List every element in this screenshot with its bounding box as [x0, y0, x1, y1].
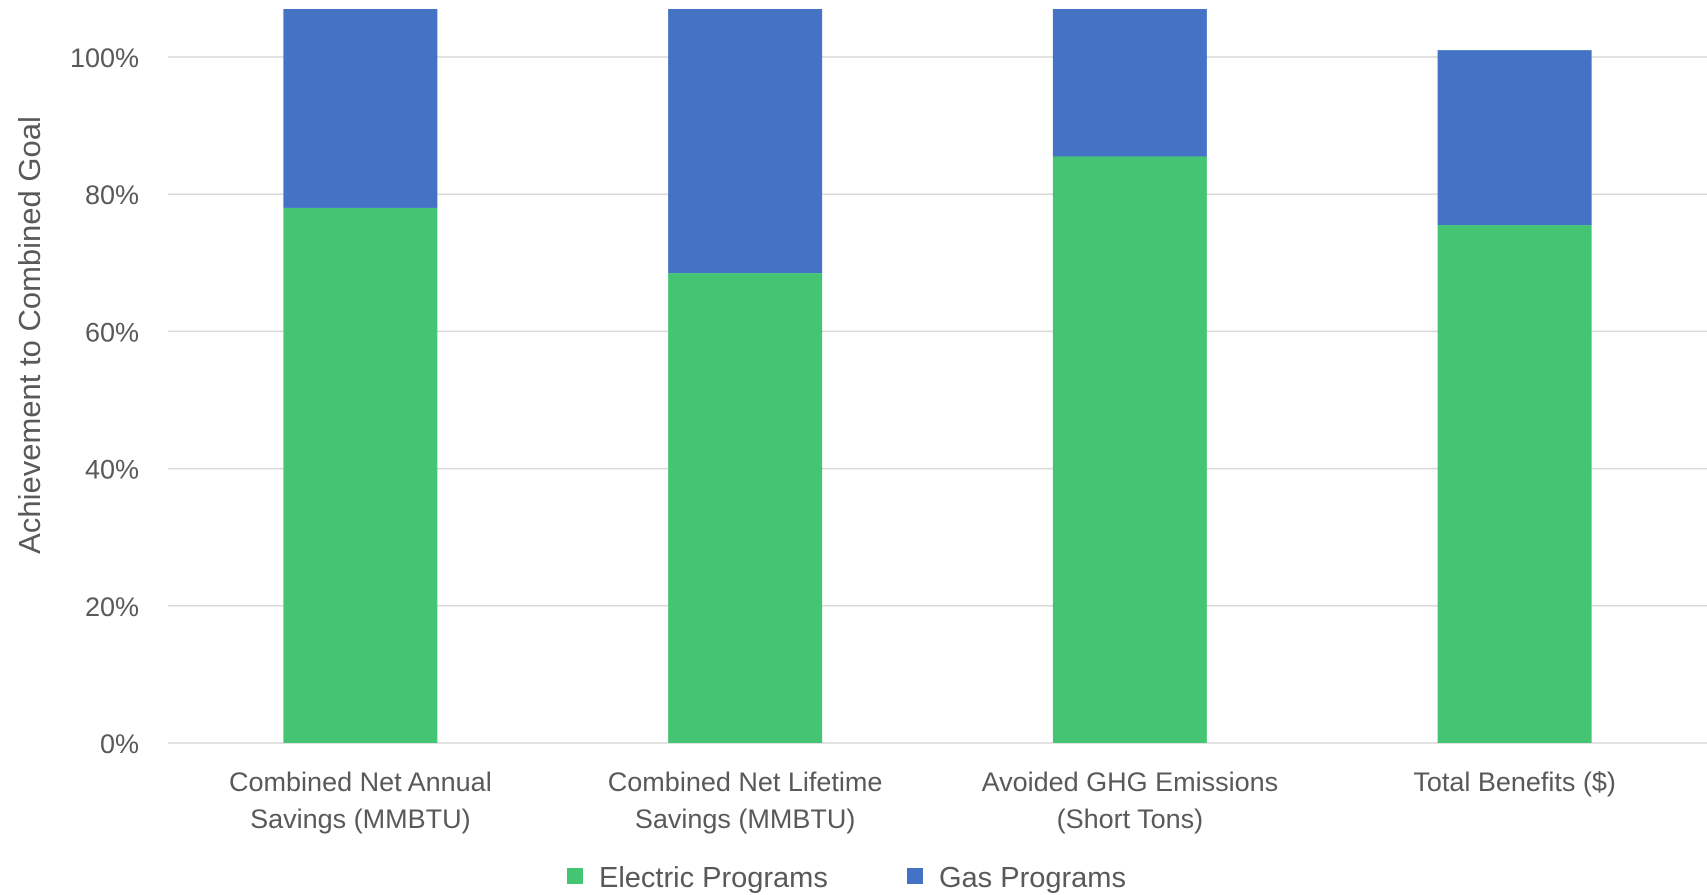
x-category-label: Avoided GHG Emissions [982, 767, 1279, 797]
bar-segment-gas-programs [1052, 8, 1207, 157]
bar-segment-gas-programs [283, 8, 438, 208]
legend: Electric Programs Gas Programs [567, 862, 1126, 894]
x-category-label: Total Benefits ($) [1413, 767, 1616, 797]
y-tick-label: 40% [85, 455, 139, 485]
y-axis-title: Achievement to Combined Goal [12, 116, 47, 554]
x-category-label: Savings (MMBTU) [635, 804, 856, 834]
x-category-label: Combined Net Lifetime [608, 767, 883, 797]
bar-segment-gas-programs [1437, 50, 1592, 226]
y-axis-ticks: 0% 20% 40% 60% 80% 100% [70, 43, 139, 759]
y-tick-label: 0% [100, 729, 139, 759]
x-category-label: Combined Net Annual [229, 767, 492, 797]
y-tick-label: 100% [70, 43, 139, 73]
y-tick-label: 60% [85, 317, 139, 347]
bars [283, 8, 1592, 744]
bar-segment-electric-programs [1052, 156, 1207, 744]
bar-segment-electric-programs [1437, 225, 1592, 743]
legend-label: Gas Programs [939, 862, 1126, 894]
bar-segment-gas-programs [668, 8, 823, 274]
x-category-label: (Short Tons) [1057, 804, 1204, 834]
x-category-label: Savings (MMBTU) [250, 804, 471, 834]
bar-segment-electric-programs [668, 273, 823, 743]
legend-swatch [567, 868, 583, 884]
legend-swatch [907, 868, 923, 884]
bar-segment-electric-programs [283, 207, 438, 744]
y-tick-label: 80% [85, 180, 139, 210]
x-axis-categories: Combined Net Annual Savings (MMBTU) Combin… [229, 767, 1616, 834]
y-tick-label: 20% [85, 592, 139, 622]
legend-label: Electric Programs [599, 862, 828, 894]
